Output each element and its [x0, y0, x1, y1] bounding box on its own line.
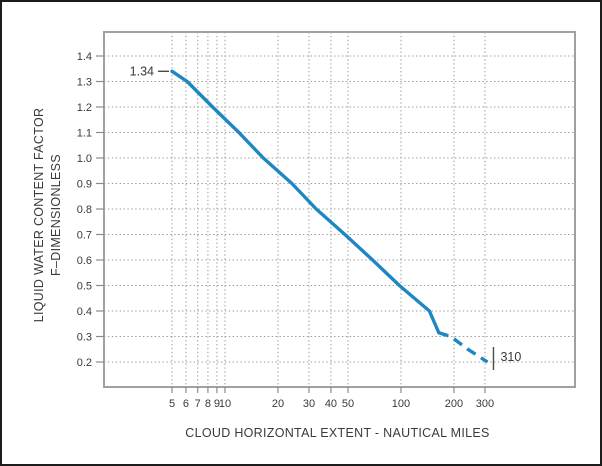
y-tick-label: 0.9 — [77, 179, 92, 191]
y-tick-label: 1.2 — [77, 102, 92, 114]
x-tick-label: 6 — [183, 398, 189, 410]
x-tick-label: 50 — [342, 398, 354, 410]
x-tick-label: 100 — [392, 398, 410, 410]
x-axis-title: CLOUD HORIZONTAL EXTENT - NAUTICAL MILES — [185, 426, 490, 440]
y-tick-label: 1.3 — [77, 77, 92, 89]
curve-dashed — [438, 331, 489, 364]
y-tick-label: 0.8 — [77, 204, 92, 216]
x-tick-label: 10 — [219, 398, 231, 410]
y-axis-title: LIQUID WATER CONTENT FACTOR F–DIMENSIONL… — [31, 108, 65, 323]
x-tick-label: 200 — [445, 398, 463, 410]
y-tick-label: 0.5 — [77, 281, 92, 293]
y-tick-label: 0.7 — [77, 230, 92, 242]
y-tick-label: 1.4 — [77, 51, 92, 63]
y-axis-title-line2: F–DIMENSIONLESS — [49, 154, 63, 276]
axis-ticks — [96, 55, 486, 393]
x-tick-label: 30 — [303, 398, 315, 410]
y-tick-label: 0.6 — [77, 255, 92, 267]
axis-tick-labels: 5 6 7 8 910 20 30 40 50 100 200 300 1.4 1.3 1.2 1.1 1.0 0… — [77, 51, 494, 410]
y-tick-label: 0.4 — [77, 306, 92, 318]
y-tick-label: 1.0 — [77, 153, 92, 165]
x-tick-label: 5 — [169, 398, 175, 410]
y-axis-title-line1: LIQUID WATER CONTENT FACTOR — [32, 107, 46, 323]
annotation-start-label: 1.34 — [130, 64, 154, 78]
x-tick-label: 7 — [195, 398, 201, 410]
annotation-end-label: 310 — [500, 350, 521, 364]
x-tick-label: 20 — [272, 398, 284, 410]
y-tick-label: 0.2 — [77, 357, 92, 369]
annotations: 1.34 310 — [130, 64, 521, 370]
x-tick-label: 9 — [214, 398, 220, 410]
x-tick-label: 40 — [325, 398, 337, 410]
gridlines — [104, 32, 575, 387]
x-tick-label: 300 — [476, 398, 494, 410]
y-tick-label: 0.3 — [77, 332, 92, 344]
curve-solid — [170, 69, 441, 335]
x-tick-label: 8 — [205, 398, 211, 410]
y-tick-label: 1.1 — [77, 128, 92, 140]
